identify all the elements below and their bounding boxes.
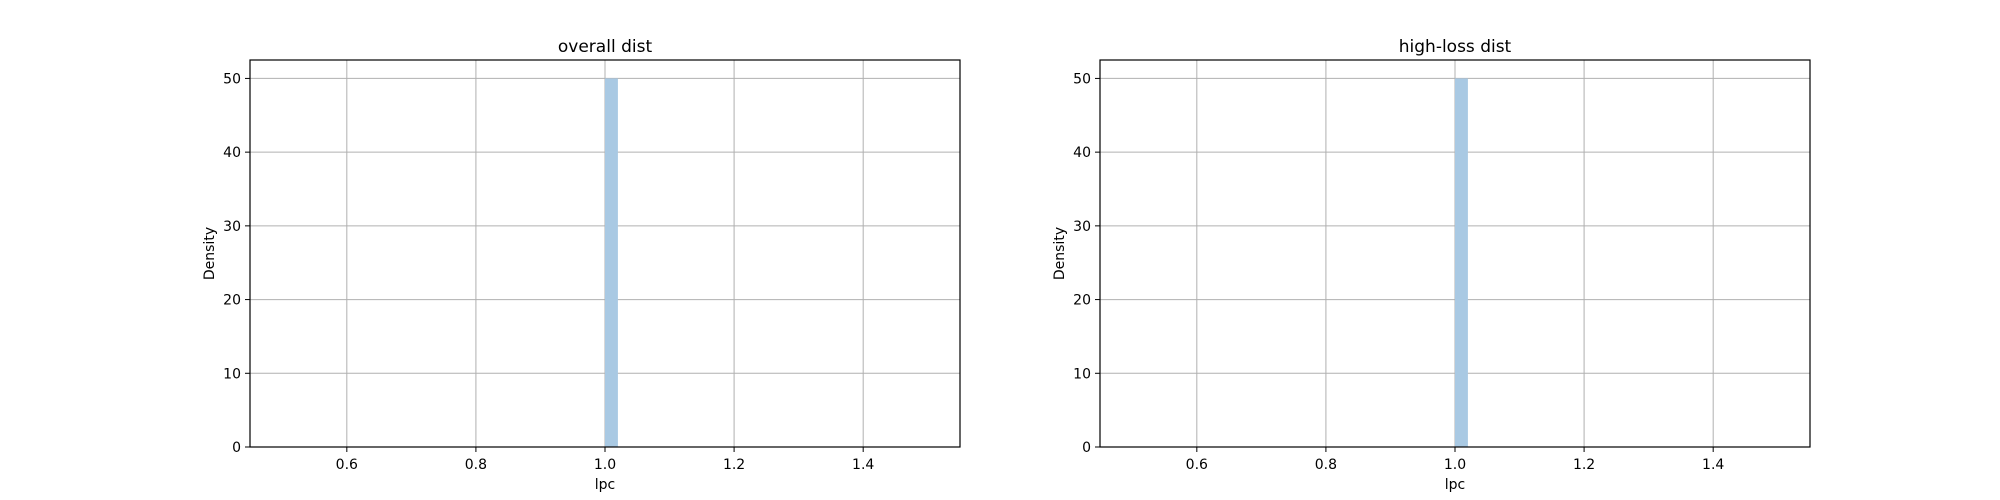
y-tick-label: 20 xyxy=(223,293,241,309)
x-tick-label: 1.0 xyxy=(1444,457,1466,473)
x-tick-label: 0.6 xyxy=(336,457,358,473)
x-tick-label: 1.4 xyxy=(852,457,874,473)
x-tick-label: 0.8 xyxy=(1315,457,1337,473)
overall-dist-chart: 0.6 0.8 1.0 1.2 1.4 0 10 20 30 40 50 overall dist lp… xyxy=(202,37,961,493)
y-tick-label: 40 xyxy=(223,145,241,161)
y-tick-label: 0 xyxy=(232,440,241,456)
high-loss-dist-chart: 0.6 0.8 1.0 1.2 1.4 0 10 20 30 40 50 high-loss dist… xyxy=(1052,37,1811,493)
y-tick-label: 10 xyxy=(223,366,241,382)
x-tick-label: 1.0 xyxy=(594,457,616,473)
x-tick-label: 1.2 xyxy=(723,457,745,473)
x-tick-label: 1.4 xyxy=(1702,457,1724,473)
y-tick-label: 20 xyxy=(1073,293,1091,309)
chart-title: high-loss dist xyxy=(1399,37,1512,57)
y-axis-label: Density xyxy=(202,227,218,280)
x-tick-label: 1.2 xyxy=(1573,457,1595,473)
y-tick-label: 10 xyxy=(1073,366,1091,382)
x-axis-label: lpc xyxy=(595,477,615,493)
y-tick-label: 0 xyxy=(1082,440,1091,456)
y-tick-label: 50 xyxy=(1073,71,1091,87)
y-tick-label: 30 xyxy=(223,219,241,235)
x-axis-label: lpc xyxy=(1445,477,1465,493)
y-tick-label: 50 xyxy=(223,71,241,87)
y-tick-label: 30 xyxy=(1073,219,1091,235)
histogram-bar xyxy=(605,78,618,447)
histogram-bar xyxy=(1455,78,1468,447)
x-tick-label: 0.8 xyxy=(465,457,487,473)
y-axis-label: Density xyxy=(1052,227,1068,280)
y-tick-label: 40 xyxy=(1073,145,1091,161)
chart-title: overall dist xyxy=(558,37,653,57)
x-tick-label: 0.6 xyxy=(1186,457,1208,473)
